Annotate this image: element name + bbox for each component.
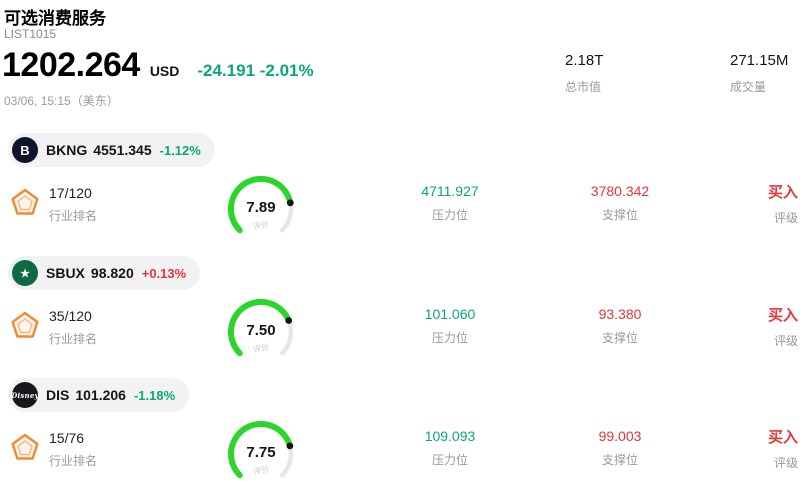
resistance-col: 4711.927 压力位	[385, 183, 515, 223]
industry-rank-group: 35/120 行业排名	[10, 308, 97, 347]
support-col: 93.380 支撑位	[555, 306, 685, 346]
rank-value: 17/120	[49, 185, 92, 201]
rating-value: 买入	[767, 307, 798, 324]
rating-col: 买入 评级	[728, 304, 800, 349]
industry-rank-icon	[11, 188, 39, 215]
stock-metrics-row: 35/120 行业排名 7.50 评分 101.060 压力位 93.380 支…	[0, 298, 800, 380]
dis-logo-icon: Disney	[11, 382, 39, 408]
stock-symbol: DIS	[46, 387, 70, 403]
rating-value: 买入	[767, 429, 798, 446]
stock-metrics-row: 15/76 行业排名 7.75 评分 109.093 压力位 99.003 支撑…	[0, 420, 800, 502]
stock-change: -1.12%	[159, 142, 201, 158]
volume-stat: 271.15M 成交量	[730, 52, 788, 95]
industry-rank-group: 15/76 行业排名	[10, 430, 97, 469]
support-label: 支撑位	[601, 208, 638, 222]
support-value: 93.380	[598, 306, 642, 322]
resistance-col: 101.060 压力位	[385, 306, 515, 346]
score-value: 7.89	[246, 199, 276, 216]
bkng-logo-icon: B	[12, 137, 38, 163]
rating-label: 评级	[773, 334, 798, 348]
sbux-logo-icon: ★	[12, 260, 38, 286]
market-cap-label: 总市值	[565, 80, 602, 94]
resistance-label: 压力位	[431, 331, 468, 345]
support-col: 3780.342 支撑位	[555, 183, 685, 223]
stock-pill-dis[interactable]: Disney DIS 101.206 -1.18%	[8, 378, 190, 412]
stock-symbol: BKNG	[46, 142, 88, 158]
rank-value: 35/120	[49, 308, 92, 324]
rank-label: 行业排名	[49, 209, 98, 223]
score-gauge: 7.89 评分	[216, 163, 306, 253]
sbux-logo-mark: ★	[20, 267, 30, 280]
resistance-value: 109.093	[424, 428, 476, 444]
list-id: LIST1015	[4, 27, 57, 41]
rank-label: 行业排名	[49, 332, 98, 346]
stock-metrics-row: 17/120 行业排名 7.89 评分 4711.927 压力位 3780.34…	[0, 175, 800, 257]
score-gauge-arc	[228, 298, 294, 357]
rank-label: 行业排名	[49, 454, 98, 468]
stock-card-sbux[interactable]: ★ SBUX 98.820 +0.13% 35/120 行业排名 7.50 评分…	[0, 256, 800, 380]
stock-price: 101.206	[75, 387, 126, 403]
volume-label: 成交量	[730, 80, 767, 94]
index-price-row: 1202.264 USD -24.191 -2.01%	[2, 46, 314, 85]
support-value: 3780.342	[590, 183, 650, 199]
support-label: 支撑位	[601, 453, 638, 467]
stock-change: +0.13%	[141, 265, 187, 281]
score-gauge-arc	[227, 175, 294, 234]
score-gauge: 7.50 评分	[216, 286, 306, 376]
stock-change: -1.18%	[133, 387, 176, 403]
stock-price: 4551.345	[93, 142, 152, 158]
rating-col: 买入 评级	[728, 181, 800, 226]
support-col: 99.003 支撑位	[555, 428, 685, 468]
timestamp: 03/06, 15:15（美东）	[4, 94, 119, 108]
stock-pill-sbux[interactable]: ★ SBUX 98.820 +0.13%	[8, 256, 201, 290]
rating-label: 评级	[773, 211, 798, 225]
resistance-value: 101.060	[424, 306, 476, 322]
page-title: 可选消费服务	[4, 9, 106, 28]
dis-logo-script: Disney	[11, 390, 39, 400]
stock-card-dis[interactable]: Disney DIS 101.206 -1.18% 15/76 行业排名 7.7…	[0, 378, 800, 502]
market-cap-stat: 2.18T 总市值	[565, 52, 603, 95]
index-change: -24.191 -2.01%	[197, 61, 314, 80]
support-value: 99.003	[598, 428, 642, 444]
industry-rank-group: 17/120 行业排名	[10, 185, 97, 224]
resistance-value: 4711.927	[421, 183, 479, 199]
currency-label: USD	[149, 63, 180, 79]
score-value: 7.50	[246, 322, 276, 339]
resistance-label: 压力位	[431, 453, 468, 467]
stock-card-bkng[interactable]: B BKNG 4551.345 -1.12% 17/120 行业排名 7.89 …	[0, 133, 800, 257]
bkng-logo-letter: B	[20, 142, 30, 158]
score-value: 7.75	[246, 444, 276, 461]
market-cap-value: 2.18T	[565, 52, 604, 69]
stock-symbol: SBUX	[46, 265, 85, 281]
support-label: 支撑位	[601, 331, 638, 345]
rank-value: 15/76	[49, 430, 85, 446]
stock-price: 98.820	[90, 265, 134, 281]
score-gauge: 7.75 评分	[216, 408, 306, 498]
industry-rank-icon	[11, 433, 39, 460]
industry-rank-icon	[11, 311, 39, 338]
resistance-col: 109.093 压力位	[385, 428, 515, 468]
rating-value: 买入	[767, 184, 798, 201]
score-gauge-arc	[228, 420, 294, 479]
resistance-label: 压力位	[431, 208, 468, 222]
rating-col: 买入 评级	[728, 426, 800, 471]
index-price: 1202.264	[2, 46, 140, 84]
stock-pill-bkng[interactable]: B BKNG 4551.345 -1.12%	[8, 133, 215, 167]
volume-value: 271.15M	[730, 52, 789, 69]
rating-label: 评级	[773, 456, 798, 470]
